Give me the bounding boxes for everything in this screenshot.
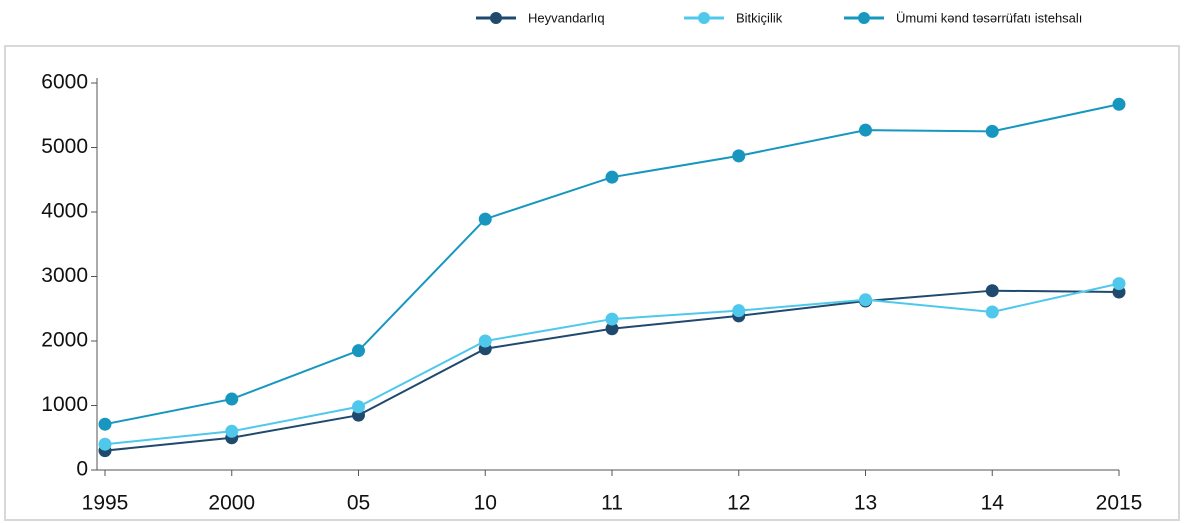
y-tick-label: 1000 — [41, 393, 88, 416]
data-point — [1112, 277, 1126, 291]
data-point — [985, 284, 999, 298]
data-point — [732, 304, 746, 318]
x-tick-label: 10 — [474, 492, 497, 515]
data-point — [98, 417, 112, 431]
y-tick-label: 6000 — [41, 71, 88, 94]
x-tick-label: 14 — [981, 492, 1005, 515]
y-tick-label: 0 — [76, 458, 88, 481]
data-point — [98, 437, 112, 451]
data-point — [605, 322, 619, 336]
data-point — [352, 400, 365, 414]
legend-marker — [858, 12, 870, 24]
legend-label: Bitkiçilik — [736, 10, 783, 25]
legend-marker — [490, 12, 502, 24]
data-point — [859, 123, 872, 137]
y-tick-label: 3000 — [41, 264, 88, 287]
x-tick-label: 2015 — [1096, 492, 1143, 515]
data-point — [1112, 97, 1126, 111]
data-point — [478, 212, 492, 226]
legend-label: Ümumi kənd təsərrüfatı istehsalı — [896, 10, 1082, 25]
y-tick-label: 5000 — [41, 135, 88, 158]
x-tick-label: 12 — [727, 492, 750, 515]
y-tick-label: 4000 — [41, 200, 88, 223]
data-point — [478, 334, 492, 348]
x-tick-label: 11 — [601, 492, 623, 515]
data-point — [605, 170, 619, 184]
x-tick-label: 1995 — [82, 492, 129, 515]
y-tick-label: 2000 — [41, 329, 88, 352]
x-tick-label: 2000 — [208, 492, 255, 515]
x-tick-label: 13 — [854, 492, 877, 515]
data-point — [352, 344, 365, 358]
legend-label: Heyvandarlıq — [528, 10, 605, 25]
data-point — [225, 392, 239, 406]
data-point — [225, 424, 239, 438]
data-point — [985, 305, 999, 319]
frame — [4, 45, 1180, 521]
data-point — [605, 312, 619, 326]
data-point — [859, 293, 872, 307]
series-line — [104, 282, 1120, 446]
data-point — [732, 149, 746, 163]
x-tick-label: 05 — [347, 492, 370, 515]
data-point — [985, 124, 999, 138]
legend-marker — [698, 12, 710, 24]
series-line — [104, 103, 1120, 426]
